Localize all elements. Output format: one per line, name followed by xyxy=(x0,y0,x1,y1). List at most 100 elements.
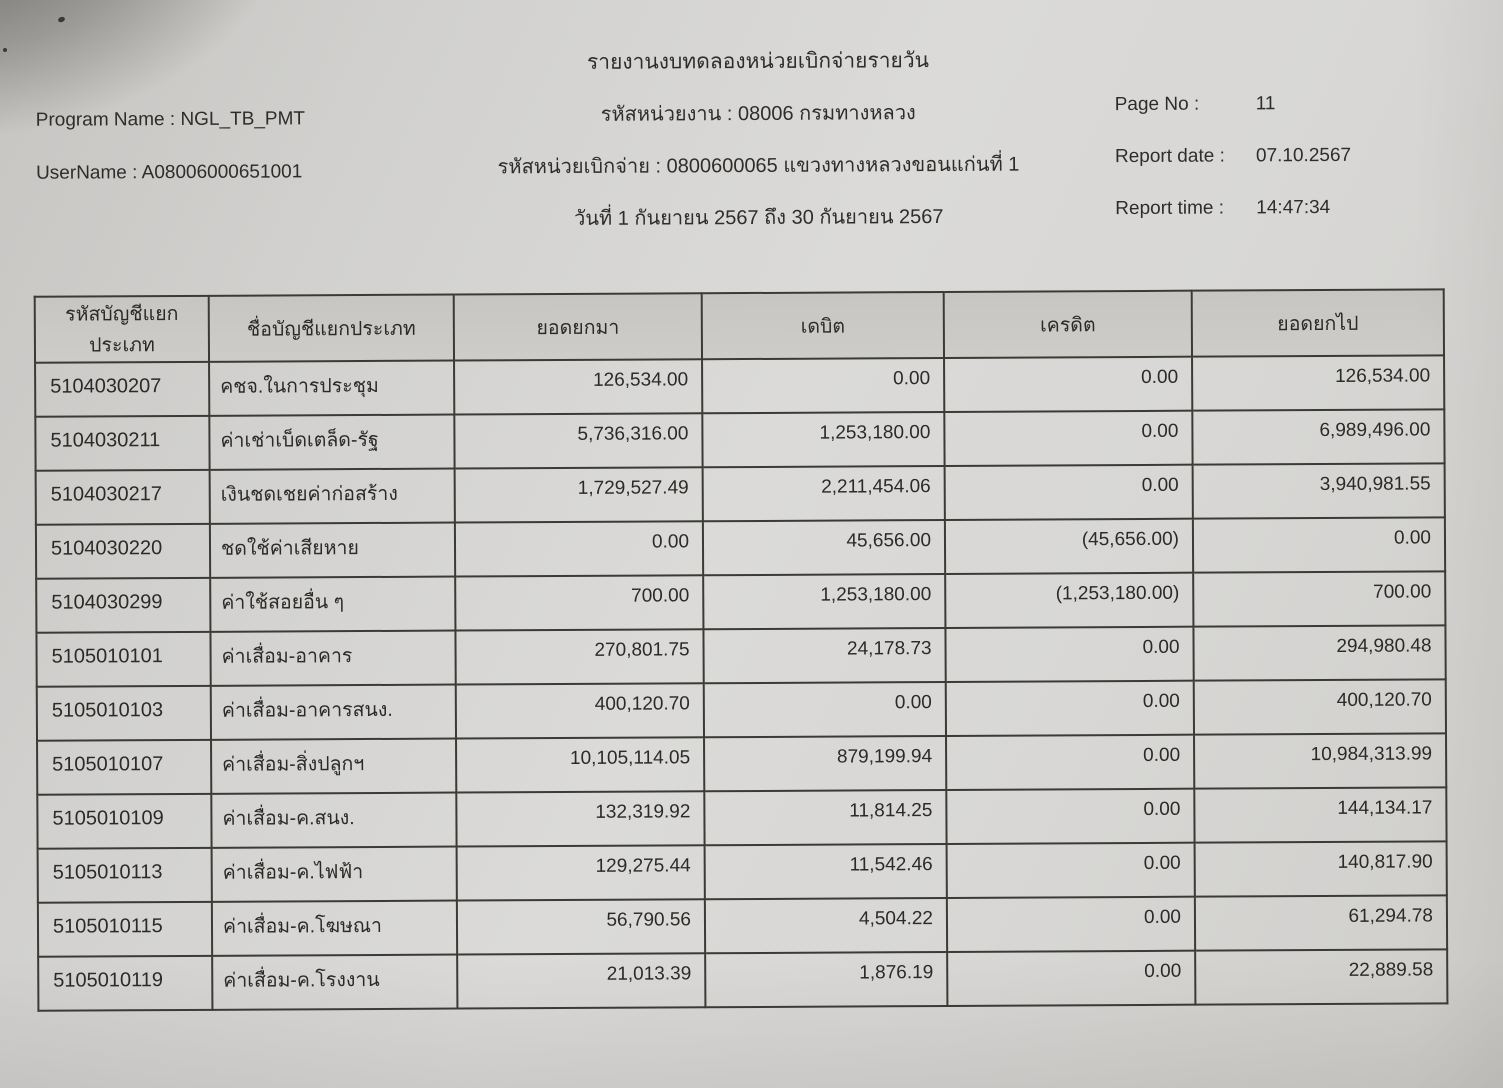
table-row: 5105010115 ค่าเสื่อม-ค.โฆษณา 56,790.56 4,50… xyxy=(37,895,1448,957)
col-header-account-name: ชื่อบัญชีแยกประเภท xyxy=(208,294,455,362)
table-row: 5105010103 ค่าเสื่อม-อาคารสนง. 400,120.70 0… xyxy=(36,679,1447,741)
table-row: 5104030217 เงินชดเชยค่าก่อสร้าง 1,729,527.… xyxy=(35,463,1445,525)
col-header-credit: เครดิต xyxy=(943,290,1193,358)
balance-brought-forward-cell: 126,534.00 xyxy=(454,359,703,415)
col-header-balance-brought-forward: ยอดยกมา xyxy=(453,293,703,361)
balance-brought-forward-cell: 270,801.75 xyxy=(455,629,704,685)
balance-carried-forward-cell: 700.00 xyxy=(1193,571,1446,627)
debit-cell: 1,876.19 xyxy=(705,951,948,1008)
credit-cell: 0.00 xyxy=(946,842,1195,898)
balance-carried-forward-cell: 0.00 xyxy=(1192,517,1446,573)
table-row: 5104030207 คชจ.ในการประชุม 126,534.00 0.00 0… xyxy=(35,355,1445,417)
account-name-cell: ค่าเช่าเบ็ดเตล็ด-รัฐ xyxy=(209,414,455,470)
credit-cell: 0.00 xyxy=(944,464,1193,520)
dust-speck xyxy=(3,48,7,52)
balance-brought-forward-cell: 0.00 xyxy=(454,521,704,577)
balance-carried-forward-cell: 400,120.70 xyxy=(1193,679,1447,735)
account-name-cell: ค่าเสื่อม-ค.สนง. xyxy=(211,792,457,848)
account-code-cell: 5105010103 xyxy=(36,685,212,741)
balance-brought-forward-cell: 10,105,114.05 xyxy=(456,737,705,793)
account-code-cell: 5105010119 xyxy=(38,955,213,1011)
balance-brought-forward-cell: 129,275.44 xyxy=(456,845,705,901)
report-title: รายงานงบทดลองหน่วยเบิกจ่ายรายวัน xyxy=(586,49,930,74)
account-code-cell: 5105010115 xyxy=(37,901,213,957)
account-name-cell: ค่าเสื่อม-ค.ไฟฟ้า xyxy=(211,846,457,902)
debit-cell: 0.00 xyxy=(703,681,947,738)
report-time-value: 14:47:34 xyxy=(1256,196,1331,219)
agency-code: รหัสหน่วยงาน : 08006 กรมทางหลวง xyxy=(600,102,916,126)
account-code-cell: 5105010101 xyxy=(36,631,211,687)
table-row: 5105010107 ค่าเสื่อม-สิ่งปลูกฯ 10,105,114.… xyxy=(37,733,1447,795)
report-date-value: 07.10.2567 xyxy=(1255,144,1352,167)
report-date-label: Report date : xyxy=(1114,145,1225,168)
col-header-debit: เดบิต xyxy=(701,291,945,360)
table-row: 5104030211 ค่าเช่าเบ็ดเตล็ด-รัฐ 5,736,316.… xyxy=(35,409,1445,471)
account-name-cell: คชจ.ในการประชุม xyxy=(209,360,455,416)
debit-cell: 1,253,180.00 xyxy=(703,573,946,630)
account-code-cell: 5105010109 xyxy=(37,793,212,849)
account-code-cell: 5104030207 xyxy=(35,361,210,417)
credit-cell: (45,656.00) xyxy=(944,518,1194,574)
account-code-cell: 5104030211 xyxy=(35,415,210,471)
account-code-cell: 5104030217 xyxy=(35,469,210,525)
account-name-cell: ค่าเสื่อม-ค.โฆษณา xyxy=(211,900,458,956)
balance-carried-forward-cell: 144,134.17 xyxy=(1194,787,1447,843)
account-code-cell: 5105010113 xyxy=(37,847,212,903)
balance-brought-forward-cell: 21,013.39 xyxy=(457,953,706,1009)
account-name-cell: ชดใช้ค่าเสียหาย xyxy=(209,522,456,578)
credit-cell: 0.00 xyxy=(944,356,1193,412)
balance-brought-forward-cell: 5,736,316.00 xyxy=(454,413,703,469)
credit-cell: 0.00 xyxy=(944,410,1193,466)
credit-cell: 0.00 xyxy=(945,680,1195,736)
col-header-balance-carried-forward: ยอดยกไป xyxy=(1191,289,1445,357)
balance-brought-forward-cell: 700.00 xyxy=(455,575,704,631)
account-name-cell: ค่าเสื่อม-อาคารสนง. xyxy=(210,684,457,740)
account-code-cell: 5104030299 xyxy=(36,577,211,633)
debit-cell: 0.00 xyxy=(702,357,945,414)
debit-cell: 45,656.00 xyxy=(702,519,946,576)
account-name-cell: ค่าใช้สอยอื่น ๆ xyxy=(210,576,456,632)
credit-cell: 0.00 xyxy=(946,734,1195,790)
balance-carried-forward-cell: 10,984,313.99 xyxy=(1194,733,1447,789)
balance-carried-forward-cell: 22,889.58 xyxy=(1195,949,1448,1005)
debit-cell: 11,542.46 xyxy=(704,843,947,900)
balance-carried-forward-cell: 6,989,496.00 xyxy=(1192,409,1445,465)
debit-cell: 1,253,180.00 xyxy=(702,411,945,468)
report-time-label: Report time : xyxy=(1115,197,1225,220)
debit-cell: 2,211,454.06 xyxy=(702,465,945,522)
credit-cell: 0.00 xyxy=(947,950,1196,1006)
table-row: 5105010119 ค่าเสื่อม-ค.โรงงาน 21,013.39 1,8… xyxy=(38,949,1448,1011)
trial-balance-table: รหัสบัญชีแยกประเภท ชื่อบัญชีแยกประเภท ยอ… xyxy=(34,288,1449,1011)
table-row: 5105010109 ค่าเสื่อม-ค.สนง. 132,319.92 11,8… xyxy=(37,787,1447,849)
balance-brought-forward-cell: 56,790.56 xyxy=(456,899,706,955)
account-name-cell: ค่าเสื่อม-อาคาร xyxy=(210,630,456,686)
credit-cell: (1,253,180.00) xyxy=(945,572,1194,628)
page-no-value: 11 xyxy=(1255,93,1276,115)
balance-brought-forward-cell: 400,120.70 xyxy=(455,683,705,739)
credit-cell: 0.00 xyxy=(946,896,1196,952)
debit-cell: 11,814.25 xyxy=(704,789,947,846)
account-code-cell: 5104030220 xyxy=(35,523,211,579)
balance-carried-forward-cell: 126,534.00 xyxy=(1192,355,1445,411)
account-name-cell: เงินชดเชยค่าก่อสร้าง xyxy=(209,468,455,524)
balance-carried-forward-cell: 61,294.78 xyxy=(1194,895,1448,951)
balance-carried-forward-cell: 294,980.48 xyxy=(1193,625,1446,681)
col-header-account-code: รหัสบัญชีแยกประเภท xyxy=(34,295,210,363)
table-header-row: รหัสบัญชีแยกประเภท ชื่อบัญชีแยกประเภท ยอ… xyxy=(34,289,1445,363)
balance-brought-forward-cell: 1,729,527.49 xyxy=(454,467,703,523)
balance-carried-forward-cell: 140,817.90 xyxy=(1194,841,1447,897)
credit-cell: 0.00 xyxy=(946,788,1195,844)
table-row: 5104030220 ชดใช้ค่าเสียหาย 0.00 45,656.00 (4… xyxy=(35,517,1446,579)
debit-cell: 4,504.22 xyxy=(704,897,948,954)
balance-brought-forward-cell: 132,319.92 xyxy=(456,791,705,847)
table-body: 5104030207 คชจ.ในการประชุม 126,534.00 0.00 0… xyxy=(35,355,1448,1011)
table-row: 5105010113 ค่าเสื่อม-ค.ไฟฟ้า 129,275.44 11,… xyxy=(37,841,1447,903)
page-no-label: Page No : xyxy=(1114,93,1200,116)
debit-cell: 24,178.73 xyxy=(703,627,946,684)
table-row: 5104030299 ค่าใช้สอยอื่น ๆ 700.00 1,253,180… xyxy=(36,571,1446,633)
table-row: 5105010101 ค่าเสื่อม-อาคาร 270,801.75 24,17… xyxy=(36,625,1446,687)
account-name-cell: ค่าเสื่อม-ค.โรงงาน xyxy=(212,954,458,1010)
debit-cell: 879,199.94 xyxy=(704,735,947,792)
